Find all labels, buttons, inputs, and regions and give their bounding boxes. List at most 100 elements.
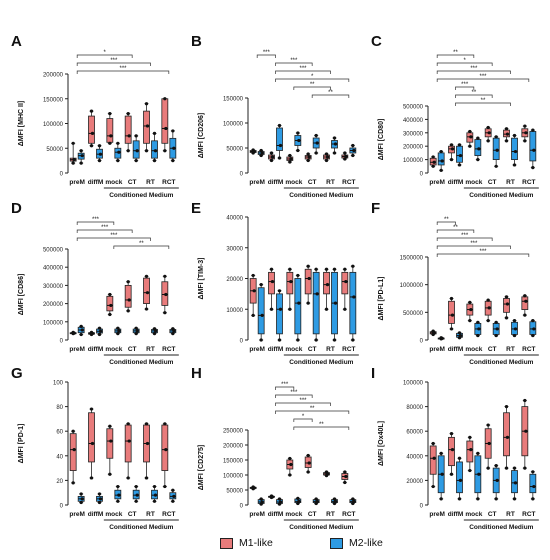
y-tick-label: 0	[420, 339, 424, 345]
data-point	[352, 295, 356, 299]
data-point	[469, 135, 473, 139]
x-tick-label: CT	[128, 346, 137, 353]
x-tick-label: preM	[429, 511, 445, 518]
data-point	[306, 453, 310, 458]
data-point	[469, 448, 473, 452]
x-tick-label: diffM	[88, 179, 104, 186]
data-point	[117, 493, 121, 497]
significance-label: **	[310, 406, 315, 412]
significance-bracket	[455, 86, 475, 90]
y-tick-label: 500000	[403, 105, 424, 111]
significance-bracket	[455, 102, 511, 106]
data-point	[79, 332, 83, 337]
data-point	[277, 289, 282, 293]
legend-item-m1: M1-like	[220, 537, 273, 549]
significance-label: ***	[92, 217, 100, 223]
data-point	[457, 163, 462, 167]
legend-swatch-m1	[220, 537, 233, 549]
x-tick-label: RCT	[342, 511, 355, 518]
data-point	[468, 129, 472, 134]
data-point	[171, 129, 175, 133]
data-point	[325, 155, 330, 159]
box-iqr	[106, 295, 114, 312]
data-point	[71, 161, 75, 165]
data-point	[314, 151, 318, 155]
data-point	[439, 451, 443, 455]
data-point	[71, 141, 75, 145]
x-tick-label: mock	[285, 511, 302, 518]
data-point	[532, 148, 536, 152]
data-point	[432, 331, 436, 335]
data-point	[494, 497, 498, 501]
significance-label: *	[302, 414, 305, 420]
box-iqr	[286, 271, 294, 295]
y-tick-label: 300000	[403, 131, 424, 137]
y-tick-label: 250000	[223, 429, 244, 435]
significance-label: ***	[470, 66, 478, 72]
y-tick-label: 40000	[406, 454, 423, 460]
data-point	[153, 329, 158, 333]
data-point	[269, 158, 274, 163]
data-point	[351, 153, 355, 158]
data-point	[80, 328, 84, 332]
data-point	[314, 497, 318, 501]
data-point	[468, 319, 472, 323]
significance-bracket	[275, 62, 313, 66]
data-point	[532, 484, 536, 489]
significance-bracket	[76, 221, 115, 225]
data-point	[79, 324, 83, 328]
data-point	[494, 464, 498, 468]
y-tick-label: 20000	[226, 277, 243, 283]
data-point	[332, 497, 337, 501]
data-point	[252, 149, 256, 154]
x-tick-label: mock	[105, 179, 122, 186]
data-point	[306, 158, 310, 163]
data-point	[152, 332, 157, 336]
data-point	[163, 149, 167, 153]
data-point	[98, 152, 103, 156]
data-point	[505, 302, 510, 306]
data-point	[163, 311, 167, 315]
group-label: Conditioned Medium	[109, 359, 173, 366]
box-iqr	[88, 412, 95, 463]
data-point	[431, 441, 435, 446]
x-tick-label: mock	[285, 179, 302, 186]
x-tick-label: RCT	[342, 346, 355, 353]
data-point	[72, 158, 76, 162]
data-point	[126, 422, 130, 426]
data-point	[269, 151, 274, 155]
data-point	[476, 158, 480, 162]
y-tick-label: 100000	[223, 122, 244, 128]
data-point	[450, 448, 455, 452]
data-point	[324, 158, 329, 163]
x-tick-label: RT	[326, 511, 335, 518]
x-tick-label: preM	[249, 346, 265, 353]
y-tick-label: 10000	[226, 308, 243, 314]
data-point	[476, 320, 480, 324]
data-point	[486, 319, 490, 323]
x-tick-label: preM	[69, 346, 85, 353]
legend-item-m2: M2-like	[330, 537, 383, 549]
data-point	[477, 147, 481, 151]
data-point	[134, 499, 138, 503]
x-tick-label: diffM	[448, 511, 464, 518]
box-iqr	[276, 127, 283, 151]
significance-label: ***	[110, 233, 118, 239]
data-point	[343, 151, 347, 155]
data-point	[449, 327, 454, 331]
data-point	[504, 405, 509, 409]
x-tick-label: RT	[146, 179, 155, 186]
group-label: Conditioned Medium	[109, 524, 173, 531]
data-point	[495, 148, 499, 152]
data-point	[512, 333, 517, 338]
data-point	[307, 276, 311, 281]
data-point	[431, 164, 435, 168]
data-point	[315, 499, 319, 503]
x-tick-label: CT	[308, 179, 317, 186]
data-point	[315, 141, 319, 145]
data-point	[314, 133, 318, 138]
group-label: Conditioned Medium	[289, 192, 353, 199]
data-point	[251, 313, 255, 317]
data-point	[486, 125, 490, 130]
data-point	[333, 301, 338, 305]
